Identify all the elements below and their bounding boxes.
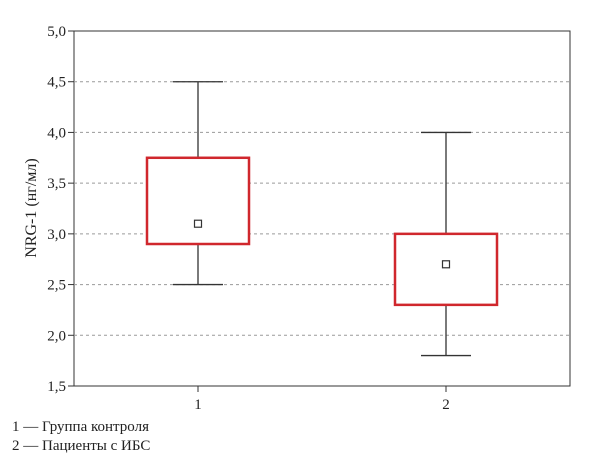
x-tick-label: 1 [194,397,202,413]
median-marker [193,219,203,228]
legend: 1 — Группа контроля 2 — Пациенты с ИБС [12,418,150,456]
y-tick-label: 4,0 [47,125,66,141]
legend-item-control: 1 — Группа контроля [12,419,149,435]
y-tick-label: 1,5 [47,379,66,395]
y-axis-ticks: 1,5 2,0 2,5 3,0 3,5 4,0 4,5 5,0 [47,24,74,395]
x-tick-label: 2 [442,397,450,413]
box-iqr [145,156,251,246]
y-tick-label: 3,0 [47,227,66,243]
y-tick-label: 2,0 [47,328,66,344]
y-tick-label: 4,5 [47,75,66,91]
grid-lines [74,81,570,336]
box-iqr [393,232,499,307]
y-tick-label: 5,0 [47,24,66,40]
median-marker [441,260,451,269]
y-tick-label: 3,5 [47,176,66,192]
boxes [145,81,499,357]
y-axis-label: NRG-1 (нг/мл) [23,158,40,257]
y-tick-label: 2,5 [47,278,66,294]
legend-item-ihd-patients: 2 — Пациенты с ИБС [12,438,151,454]
plot-area-frame [73,30,571,387]
